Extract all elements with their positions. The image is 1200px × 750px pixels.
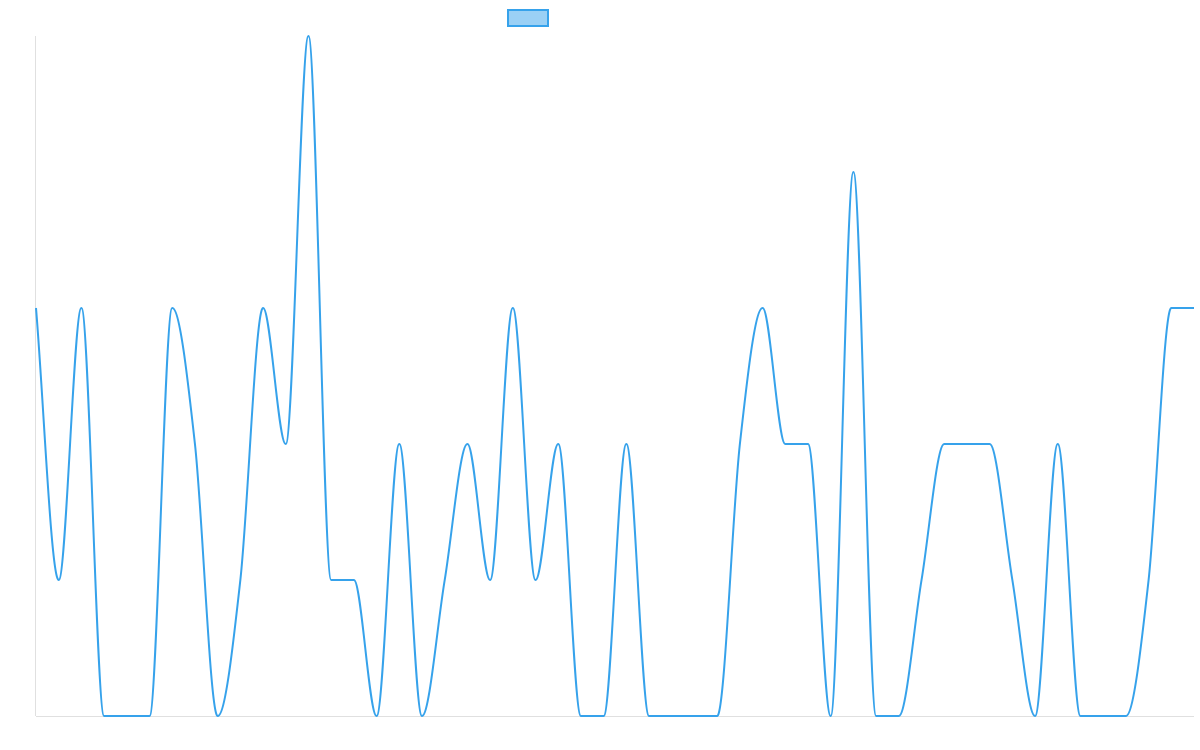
legend[interactable] bbox=[507, 9, 549, 27]
data-point[interactable] bbox=[215, 713, 221, 719]
series-group bbox=[33, 33, 1197, 719]
data-point[interactable] bbox=[1191, 305, 1197, 311]
data-point[interactable] bbox=[442, 577, 448, 583]
series-line bbox=[35, 35, 1194, 717]
data-point[interactable] bbox=[578, 713, 584, 719]
data-point[interactable] bbox=[56, 577, 62, 583]
data-point[interactable] bbox=[169, 305, 175, 311]
data-point[interactable] bbox=[147, 713, 153, 719]
data-point[interactable] bbox=[487, 577, 493, 583]
data-point[interactable] bbox=[850, 169, 856, 175]
data-point[interactable] bbox=[351, 577, 357, 583]
data-point[interactable] bbox=[1146, 577, 1152, 583]
legend-swatch[interactable] bbox=[507, 9, 549, 27]
data-point[interactable] bbox=[33, 305, 39, 311]
data-point[interactable] bbox=[964, 441, 970, 447]
data-point[interactable] bbox=[1100, 713, 1106, 719]
data-point[interactable] bbox=[669, 713, 675, 719]
data-point[interactable] bbox=[101, 713, 107, 719]
data-point[interactable] bbox=[919, 577, 925, 583]
data-point[interactable] bbox=[1055, 441, 1061, 447]
data-point[interactable] bbox=[124, 713, 130, 719]
data-point[interactable] bbox=[419, 713, 425, 719]
data-point[interactable] bbox=[782, 441, 788, 447]
data-point[interactable] bbox=[601, 713, 607, 719]
data-point[interactable] bbox=[623, 441, 629, 447]
data-point[interactable] bbox=[737, 441, 743, 447]
data-point[interactable] bbox=[533, 577, 539, 583]
data-point[interactable] bbox=[510, 305, 516, 311]
data-point[interactable] bbox=[828, 713, 834, 719]
data-point[interactable] bbox=[873, 713, 879, 719]
data-point[interactable] bbox=[464, 441, 470, 447]
data-point[interactable] bbox=[283, 441, 289, 447]
data-point[interactable] bbox=[328, 577, 334, 583]
data-point[interactable] bbox=[1168, 305, 1174, 311]
data-point[interactable] bbox=[987, 441, 993, 447]
data-point[interactable] bbox=[305, 33, 311, 39]
data-point[interactable] bbox=[714, 713, 720, 719]
data-point[interactable] bbox=[760, 305, 766, 311]
data-point[interactable] bbox=[1077, 713, 1083, 719]
data-point[interactable] bbox=[374, 713, 380, 719]
data-point[interactable] bbox=[78, 305, 84, 311]
data-point[interactable] bbox=[192, 441, 198, 447]
data-point[interactable] bbox=[896, 713, 902, 719]
data-point[interactable] bbox=[1032, 713, 1038, 719]
data-point[interactable] bbox=[260, 305, 266, 311]
data-point[interactable] bbox=[555, 441, 561, 447]
data-point[interactable] bbox=[1009, 577, 1015, 583]
data-point[interactable] bbox=[646, 713, 652, 719]
data-point[interactable] bbox=[691, 713, 697, 719]
data-point[interactable] bbox=[1123, 713, 1129, 719]
data-point[interactable] bbox=[805, 441, 811, 447]
data-point[interactable] bbox=[237, 577, 243, 583]
data-point[interactable] bbox=[941, 441, 947, 447]
data-point[interactable] bbox=[396, 441, 402, 447]
